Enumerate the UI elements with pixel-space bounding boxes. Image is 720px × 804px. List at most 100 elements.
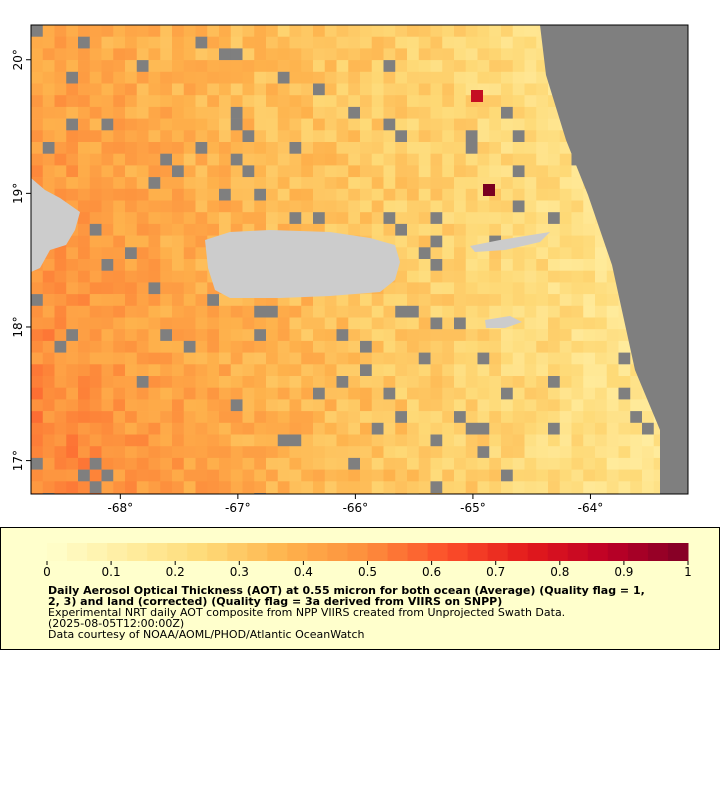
aot-cell	[125, 188, 137, 201]
aot-cell	[348, 95, 361, 108]
aot-cell	[219, 457, 231, 470]
aot-cell	[371, 305, 384, 318]
aot-cell	[559, 270, 572, 283]
aot-cell	[477, 25, 490, 37]
aot-cell	[277, 118, 290, 131]
aot-cell	[125, 422, 137, 435]
aot-cell	[136, 118, 149, 131]
aot-cell	[606, 282, 619, 295]
aot-cell	[442, 493, 455, 494]
aot-cell	[442, 434, 455, 447]
aot-cell	[324, 457, 337, 470]
aot-cell	[160, 106, 173, 119]
aot-cell	[442, 446, 455, 459]
aot-cell	[477, 130, 490, 143]
aot-cell	[195, 36, 208, 49]
aot-cell	[336, 376, 349, 388]
aot-cell	[78, 469, 90, 482]
aot-cell	[418, 434, 431, 447]
aot-cell	[219, 212, 231, 225]
aot-cell	[78, 352, 90, 365]
aot-cell	[454, 200, 466, 213]
aot-cell	[160, 446, 173, 459]
aot-cell	[277, 493, 290, 494]
y-tick-label: 20°	[11, 49, 25, 70]
aot-cell	[89, 95, 102, 108]
aot-cell	[465, 340, 478, 353]
aot-cell	[172, 36, 184, 49]
aot-cell	[383, 399, 396, 412]
aot-cell	[78, 177, 90, 190]
aot-cell	[548, 305, 560, 318]
colorbar-tick-label: 1	[684, 565, 692, 579]
aot-cell	[230, 387, 243, 400]
x-tick-label: -67°	[225, 501, 251, 515]
aot-cell	[301, 340, 314, 353]
aot-cell	[477, 153, 490, 166]
aot-cell	[524, 399, 537, 412]
aot-cell	[113, 247, 126, 260]
aot-cell	[230, 71, 243, 84]
aot-cell	[230, 25, 243, 37]
aot-cell	[536, 294, 549, 307]
aot-cell	[371, 118, 384, 131]
aot-cell	[489, 434, 502, 447]
aot-cell	[277, 25, 290, 37]
aot-cell	[442, 340, 455, 353]
aot-cell	[606, 340, 619, 353]
aot-cell	[465, 305, 478, 318]
aot-cell	[89, 457, 102, 470]
aot-cell	[407, 235, 419, 248]
aot-cell	[66, 118, 79, 131]
aot-cell	[78, 317, 90, 330]
aot-cell	[442, 36, 455, 49]
aot-cell	[395, 142, 408, 154]
aot-cell	[477, 270, 490, 283]
aot-cell	[113, 434, 126, 447]
aot-cell	[536, 259, 549, 271]
aot-cell	[430, 177, 443, 190]
aot-cell	[266, 212, 278, 225]
aot-cell	[148, 340, 161, 353]
aot-cell	[583, 212, 596, 225]
aot-cell	[195, 259, 208, 271]
aot-cell	[348, 305, 361, 318]
aot-cell	[465, 223, 478, 236]
aot-cell	[148, 212, 161, 225]
aot-cell	[136, 60, 149, 73]
aot-cell	[301, 446, 314, 459]
aot-cell	[395, 399, 408, 412]
aot-cell	[301, 317, 314, 330]
aot-cell	[89, 469, 102, 482]
aot-cell	[289, 25, 302, 37]
aot-cell	[66, 106, 79, 119]
aot-cell	[383, 71, 396, 84]
aot-cell	[289, 317, 302, 330]
aot-cell	[548, 247, 560, 260]
aot-cell	[371, 188, 384, 201]
aot-cell	[172, 25, 184, 37]
aot-cell	[489, 376, 502, 388]
aot-cell	[501, 95, 513, 108]
aot-cell	[113, 305, 126, 318]
aot-cell	[66, 411, 79, 424]
aot-cell	[348, 200, 361, 213]
aot-cell	[136, 188, 149, 201]
aot-cell	[266, 387, 278, 400]
aot-cell	[78, 142, 90, 154]
aot-cell	[512, 118, 525, 131]
aot-cell	[113, 340, 126, 353]
aot-cell	[89, 165, 102, 178]
aot-cell	[512, 481, 525, 494]
aot-cell	[512, 200, 525, 213]
aot-cell	[195, 399, 208, 412]
aot-cell	[277, 153, 290, 166]
aot-cell	[78, 106, 90, 119]
aot-cell	[66, 130, 79, 143]
aot-cell	[407, 106, 419, 119]
aot-cell	[559, 259, 572, 271]
aot-cell	[195, 305, 208, 318]
aot-cell	[148, 188, 161, 201]
aot-cell	[348, 352, 361, 365]
aot-cell	[548, 469, 560, 482]
